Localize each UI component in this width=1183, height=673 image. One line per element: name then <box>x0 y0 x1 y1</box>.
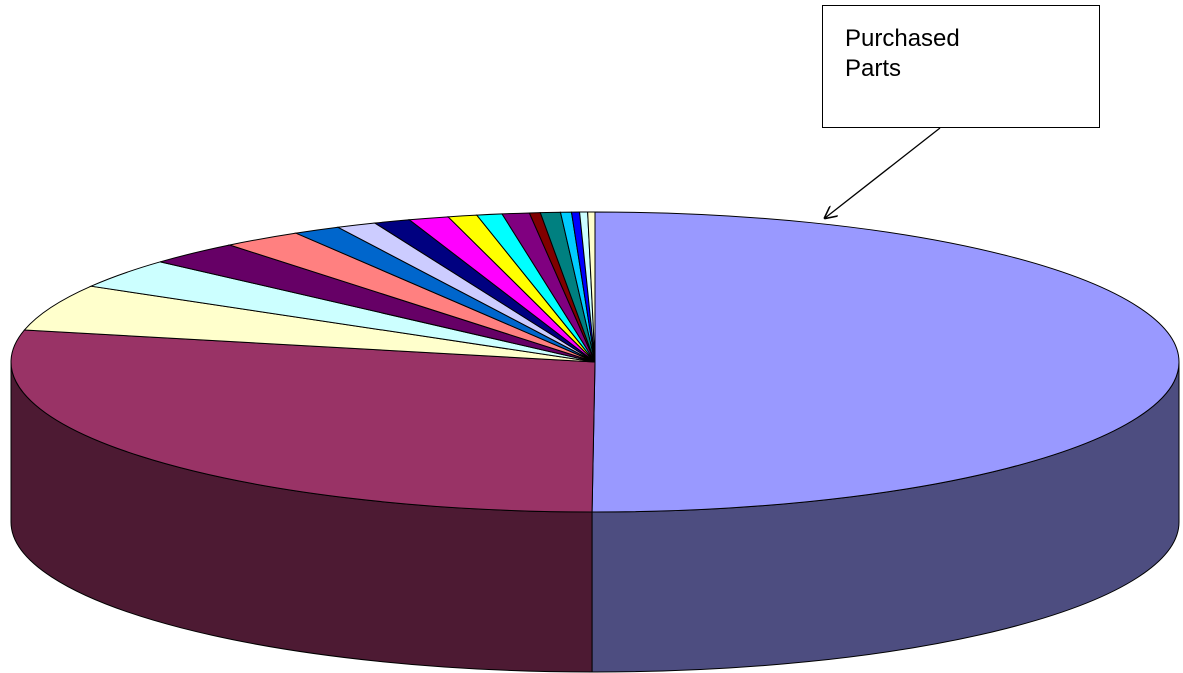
annotation-text: Purchased Parts <box>845 25 960 82</box>
slice <box>587 211 596 363</box>
annotation-arrow <box>825 127 941 218</box>
slice <box>10 329 596 513</box>
slice <box>23 285 596 363</box>
slice <box>591 211 1180 513</box>
annotation-box: Purchased Parts <box>822 5 1100 128</box>
